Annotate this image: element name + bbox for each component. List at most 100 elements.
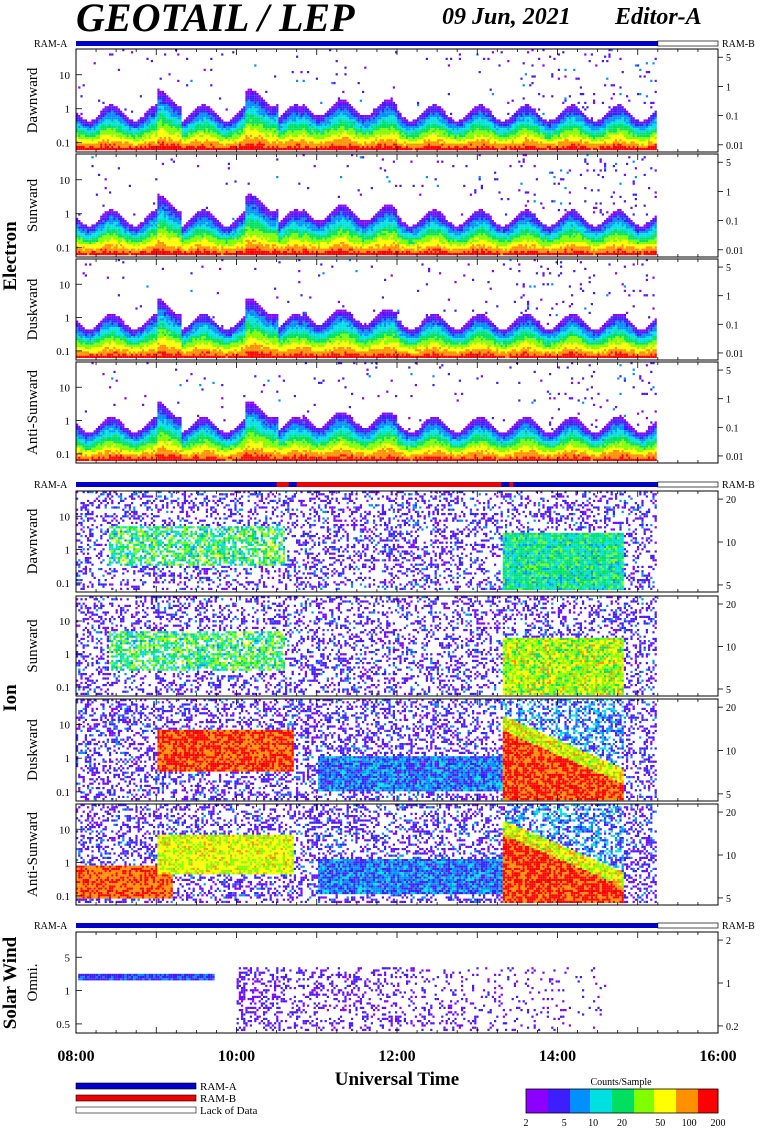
- y2-tick-label: 10: [726, 538, 736, 549]
- legend-swatch: [76, 1107, 196, 1113]
- y2-tick-label: 1: [726, 187, 731, 198]
- y2-tick-label: 0.2: [726, 1022, 739, 1033]
- ram-b-bar: [277, 482, 289, 487]
- x-tick-label: 16:00: [699, 1048, 736, 1065]
- ram-b-label: RAM-B: [722, 480, 755, 491]
- y-tick-label: 10: [59, 70, 71, 82]
- y2-tick-label: 0.01: [726, 246, 744, 257]
- panel-label-duskward: Duskward: [25, 278, 41, 340]
- colorbar-tick-label: 10: [588, 1118, 598, 1128]
- ram-b-label: RAM-B: [722, 39, 755, 50]
- ram-bar-ion: RAM-A RAM-B: [34, 480, 755, 491]
- y2-tick-label: 20: [726, 495, 736, 506]
- y-tick-label: 0.1: [56, 787, 70, 799]
- y2-tick-label: 0.1: [726, 423, 739, 434]
- y2-tick-label: 0.1: [726, 112, 739, 123]
- panel-label-sunward: Sunward: [25, 178, 41, 232]
- y2-tick-label: 0.01: [726, 452, 744, 463]
- y2-tick-label: 0.1: [726, 217, 739, 228]
- ram-b-label: RAM-B: [722, 921, 755, 932]
- y-tick-label: 1: [65, 649, 71, 661]
- colorbar-tick-label: 200: [711, 1118, 726, 1128]
- y2-tick-label: 1: [726, 82, 731, 93]
- y2-tick-label: 5: [726, 158, 731, 169]
- y-tick-label: 1: [65, 416, 71, 428]
- y-tick-label: 1: [65, 209, 71, 221]
- legend-label: RAM-B: [200, 1093, 236, 1105]
- y2-tick-label: 5: [726, 581, 731, 592]
- panel-label-anti-sunward: Anti-Sunward: [25, 370, 41, 455]
- y-tick-label: 10: [59, 824, 71, 836]
- colorbar-tick-label: 20: [617, 1118, 627, 1128]
- y2-tick-label: 1: [726, 979, 731, 990]
- panel-6: 10 1 0.1 20 10 5 Duskward: [25, 699, 736, 801]
- y2-tick-label: 10: [726, 851, 736, 862]
- legend-swatch: [76, 1095, 196, 1101]
- y2-tick-label: 20: [726, 703, 736, 714]
- y2-tick-label: 10: [726, 643, 736, 654]
- x-axis-label: Universal Time: [335, 1069, 459, 1090]
- colorbar-title: Counts/Sample: [590, 1077, 652, 1088]
- y-tick-label: 0.1: [56, 578, 70, 590]
- y-tick-label: 0.1: [56, 138, 70, 150]
- panel-label-duskward: Duskward: [25, 719, 41, 781]
- panel-label-dawnward: Dawnward: [25, 67, 41, 133]
- y2-tick-label: 5: [726, 790, 731, 801]
- ram-a-label: RAM-A: [34, 39, 68, 50]
- panel-label-omni.: Omni.: [25, 964, 41, 1002]
- y2-tick-label: 5: [726, 263, 731, 274]
- ram-a-bar: [76, 41, 658, 46]
- y-tick-label: 0.1: [56, 346, 70, 358]
- y2-tick-label: 1: [726, 292, 731, 303]
- ram-bar-electron: RAM-A RAM-B: [34, 39, 755, 50]
- lack-of-data-bar: [658, 41, 718, 46]
- y2-tick-label: 0.01: [726, 349, 744, 360]
- panel-4: 10 1 0.1 20 10 5 Dawnward: [25, 491, 736, 592]
- y2-tick-label: 10: [726, 747, 736, 758]
- colorbar-tick-label: 50: [655, 1118, 665, 1128]
- y-tick-label: 10: [59, 279, 71, 291]
- ram-a-label: RAM-A: [34, 480, 68, 491]
- y-tick-label: 1: [65, 545, 71, 557]
- y2-tick-label: 20: [726, 600, 736, 611]
- lack-of-data-bar: [658, 923, 718, 928]
- y-tick-label: 0.1: [56, 243, 70, 255]
- x-tick-label: 08:00: [57, 1048, 94, 1065]
- y-tick-label: 0.1: [56, 891, 70, 903]
- y-tick-label: 1: [65, 986, 71, 998]
- y-tick-label: 0.1: [56, 682, 70, 694]
- group-label-ion: Ion: [0, 684, 21, 712]
- y2-tick-label: 5: [726, 366, 731, 377]
- group-label-solar-wind: Solar Wind: [0, 936, 21, 1029]
- colorbar-tick-label: 2: [524, 1118, 529, 1128]
- y-tick-label: 0.1: [56, 449, 70, 461]
- y-tick-label: 10: [59, 511, 71, 523]
- y2-tick-label: 5: [726, 685, 731, 696]
- legend-swatch: [76, 1083, 196, 1089]
- panel-label-sunward: Sunward: [25, 619, 41, 673]
- y2-tick-label: 2: [726, 936, 731, 947]
- ram-b-bar: [509, 482, 513, 487]
- y-tick-label: 1: [65, 753, 71, 765]
- legend-label: RAM-A: [200, 1081, 237, 1093]
- colorbar-tick-label: 5: [562, 1118, 567, 1128]
- x-tick-label: 12:00: [378, 1048, 415, 1065]
- panel-5: 10 1 0.1 20 10 5 Sunward: [25, 596, 736, 696]
- y-tick-label: 10: [59, 720, 71, 732]
- lack-of-data-bar: [658, 482, 718, 487]
- y-tick-label: 10: [59, 382, 71, 394]
- y-tick-label: 10: [59, 616, 71, 628]
- panel-label-dawnward: Dawnward: [25, 508, 41, 574]
- y2-tick-label: 5: [726, 53, 731, 64]
- x-tick-label: 10:00: [218, 1048, 255, 1065]
- y2-tick-label: 20: [726, 808, 736, 819]
- y2-tick-label: 0.01: [726, 141, 744, 152]
- legend-label: Lack of Data: [200, 1105, 258, 1117]
